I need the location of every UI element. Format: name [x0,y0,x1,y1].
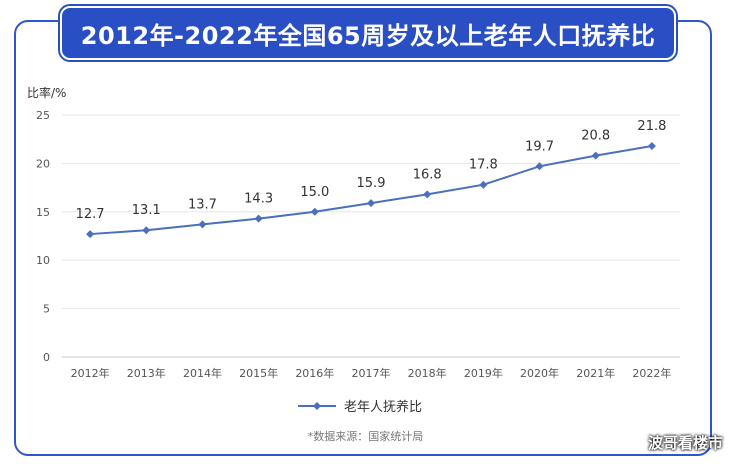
source-note: *数据来源：国家统计局 [307,430,424,443]
y-tick-label: 0 [43,351,50,364]
chart-frame [14,20,712,456]
chart-title: 2012年-2022年全国65周岁及以上老年人口抚养比 [80,21,656,50]
data-label: 16.8 [413,167,442,182]
x-tick-label: 2022年 [632,366,671,380]
x-tick-label: 2021年 [576,366,615,380]
x-tick-label: 2020年 [520,366,559,380]
data-label: 15.0 [300,185,329,200]
legend-marker [313,402,321,410]
x-tick-label: 2016年 [295,366,334,380]
data-point [142,226,151,235]
x-tick-label: 2019年 [464,366,503,380]
data-point [367,199,375,208]
data-point [535,162,544,171]
data-point [86,230,95,239]
data-label: 13.7 [188,197,217,212]
data-label: 19.7 [525,139,554,154]
y-tick-label: 10 [36,254,50,267]
data-label: 21.8 [637,119,666,134]
data-label: 13.1 [132,203,161,218]
data-label: 17.8 [469,158,498,173]
x-tick-label: 2014年 [183,366,222,380]
data-point [254,214,263,223]
y-tick-label: 5 [43,303,50,316]
y-axis-label: 比率/% [27,86,67,100]
legend-label: 老年人抚养比 [344,399,422,415]
x-tick-label: 2013年 [127,366,166,380]
data-label: 12.7 [76,207,105,222]
data-label: 20.8 [581,129,610,144]
data-label: 14.3 [244,192,273,207]
data-point [198,220,207,229]
data-point [647,141,656,150]
data-point [310,207,319,216]
data-point [591,151,600,160]
x-tick-label: 2012年 [71,366,110,380]
data-point [479,180,488,189]
data-label: 15.9 [357,176,386,191]
title-banner: 2012年-2022年全国65周岁及以上老年人口抚养比 [60,6,676,60]
y-tick-label: 25 [36,109,50,122]
data-point [423,190,432,199]
y-tick-label: 15 [36,206,50,219]
x-tick-label: 2018年 [408,366,447,380]
x-tick-label: 2017年 [352,366,391,380]
y-tick-label: 20 [36,157,50,170]
watermark: 波哥看楼市 [647,434,723,452]
x-tick-label: 2015年 [239,366,278,380]
